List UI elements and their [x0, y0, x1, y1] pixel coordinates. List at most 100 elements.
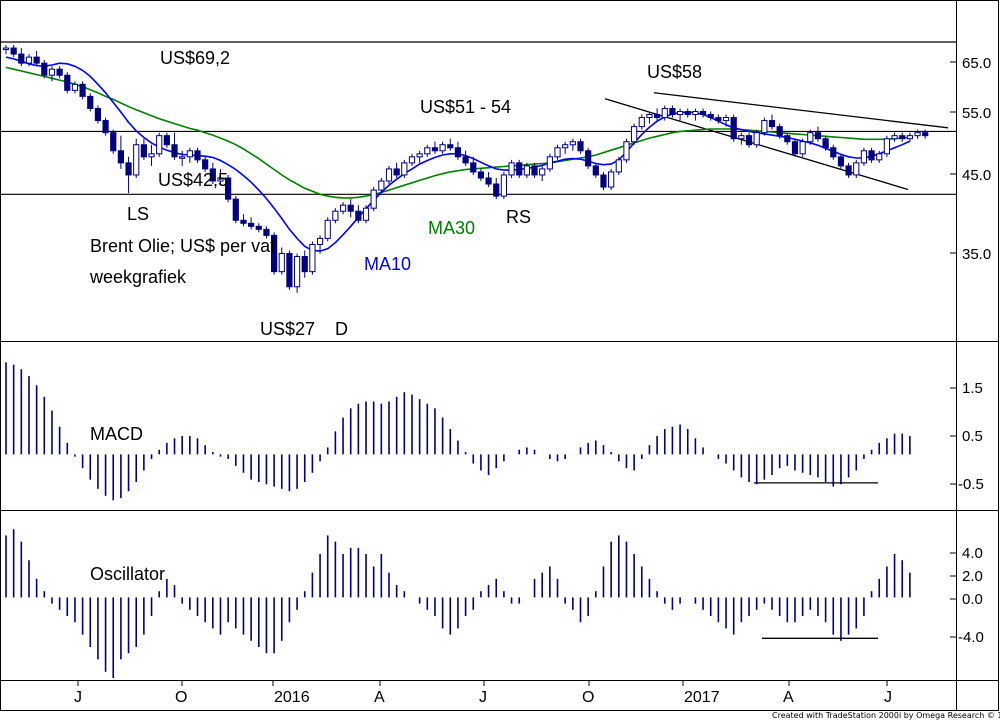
candle-body	[837, 156, 845, 167]
price-tick-label: 65.0	[962, 55, 991, 72]
candle-body	[539, 168, 546, 176]
candle-body	[370, 189, 377, 209]
candle-body	[25, 56, 33, 64]
candle-body	[654, 114, 661, 119]
macd-panel-title: MACD	[90, 424, 143, 444]
candle-body	[523, 165, 530, 176]
candle-body	[592, 165, 599, 176]
candle-body	[577, 141, 584, 152]
candle-body	[707, 114, 714, 119]
annotations: US$69,2 US$58 US$51 - 54 US$42,5 LS RS B…	[89, 48, 1000, 720]
candle-body	[922, 132, 929, 137]
candle-body	[271, 234, 278, 273]
candle-body	[347, 204, 354, 212]
candle-body	[416, 153, 423, 158]
macd-tick-label: 1.5	[962, 380, 983, 397]
candle-body	[768, 120, 776, 128]
candle-body	[202, 159, 209, 170]
price-tick-label: 55.0	[962, 105, 991, 122]
candle-body	[110, 132, 117, 152]
candle-body	[822, 138, 829, 149]
candle-body	[293, 256, 301, 288]
ma30-label: MA30	[428, 218, 475, 238]
candle-body	[217, 177, 224, 182]
candle-body	[546, 156, 553, 170]
candle-body	[876, 153, 883, 161]
osc-tick-label: 2.0	[962, 568, 983, 585]
candle-body	[33, 56, 40, 64]
candle-body	[531, 165, 538, 176]
candle-body	[94, 107, 102, 122]
candle-body	[845, 165, 852, 176]
candle-body	[71, 83, 79, 91]
oscillator-panel-title: Oscillator	[90, 564, 165, 584]
candle-body	[179, 156, 186, 159]
candle-body	[385, 168, 393, 182]
candle-body	[424, 147, 431, 155]
candle-body	[631, 126, 638, 143]
candle-body	[401, 162, 408, 176]
candle-body	[676, 111, 684, 116]
price-panel	[0, 41, 956, 293]
macd-panel	[5, 362, 911, 501]
candle-body	[225, 177, 232, 200]
annotation-label: US$51 - 54	[420, 97, 511, 117]
candle-body	[623, 141, 630, 161]
annotation-label: US$27	[260, 319, 315, 339]
candle-body	[148, 153, 155, 158]
candle-body	[738, 135, 745, 140]
candle-body	[48, 68, 56, 76]
chart-title: Brent Olie; US$ per vat	[90, 236, 275, 256]
annotation-label: US$69,2	[160, 48, 230, 68]
candle-body	[163, 135, 170, 146]
candle-body	[669, 107, 676, 116]
ma10-label: MA10	[364, 254, 411, 274]
candle-body	[600, 174, 607, 188]
candle-body	[508, 162, 515, 176]
candle-body	[608, 171, 615, 188]
candle-body	[439, 144, 446, 152]
candle-body	[753, 132, 760, 146]
macd-tick-label: 0.5	[962, 428, 983, 445]
candle-body	[799, 141, 806, 155]
candle-body	[500, 174, 507, 197]
time-tick-label: O	[175, 689, 187, 706]
candle-body	[332, 210, 339, 221]
candle-body	[255, 225, 262, 230]
osc-tick-label: 0.0	[962, 591, 983, 608]
candle-body	[661, 107, 668, 119]
candle-body	[853, 162, 860, 176]
candle-body	[18, 53, 25, 64]
candle-body	[715, 117, 722, 122]
candle-body	[493, 183, 500, 197]
candle-body	[133, 144, 140, 176]
candle-body	[454, 147, 462, 158]
candle-body	[477, 171, 485, 179]
time-tick-label: 2017	[684, 689, 720, 706]
candle-body	[470, 162, 477, 173]
time-tick-label: A	[374, 689, 385, 706]
candle-body	[554, 147, 561, 158]
candle-body	[883, 138, 890, 155]
candle-body	[232, 198, 239, 221]
candle-body	[807, 132, 814, 143]
osc-tick-label: -4.0	[958, 629, 984, 646]
time-tick-label: J	[884, 689, 892, 706]
candle-body	[102, 120, 109, 134]
candle-body	[745, 135, 753, 146]
candle-body	[585, 150, 592, 167]
candle-body	[309, 243, 316, 273]
time-tick-label: O	[582, 689, 594, 706]
candle-body	[10, 47, 17, 55]
candle-body	[186, 150, 193, 158]
time-tick-label: 2016	[274, 689, 310, 706]
candle-body	[462, 156, 469, 164]
candle-body	[87, 95, 94, 109]
candle-body	[64, 74, 71, 91]
candle-body	[263, 228, 270, 236]
chart-subtitle: weekgrafiek	[89, 267, 187, 287]
candle-body	[393, 168, 400, 176]
candle-body	[899, 135, 906, 140]
trendline-upper	[653, 92, 949, 129]
